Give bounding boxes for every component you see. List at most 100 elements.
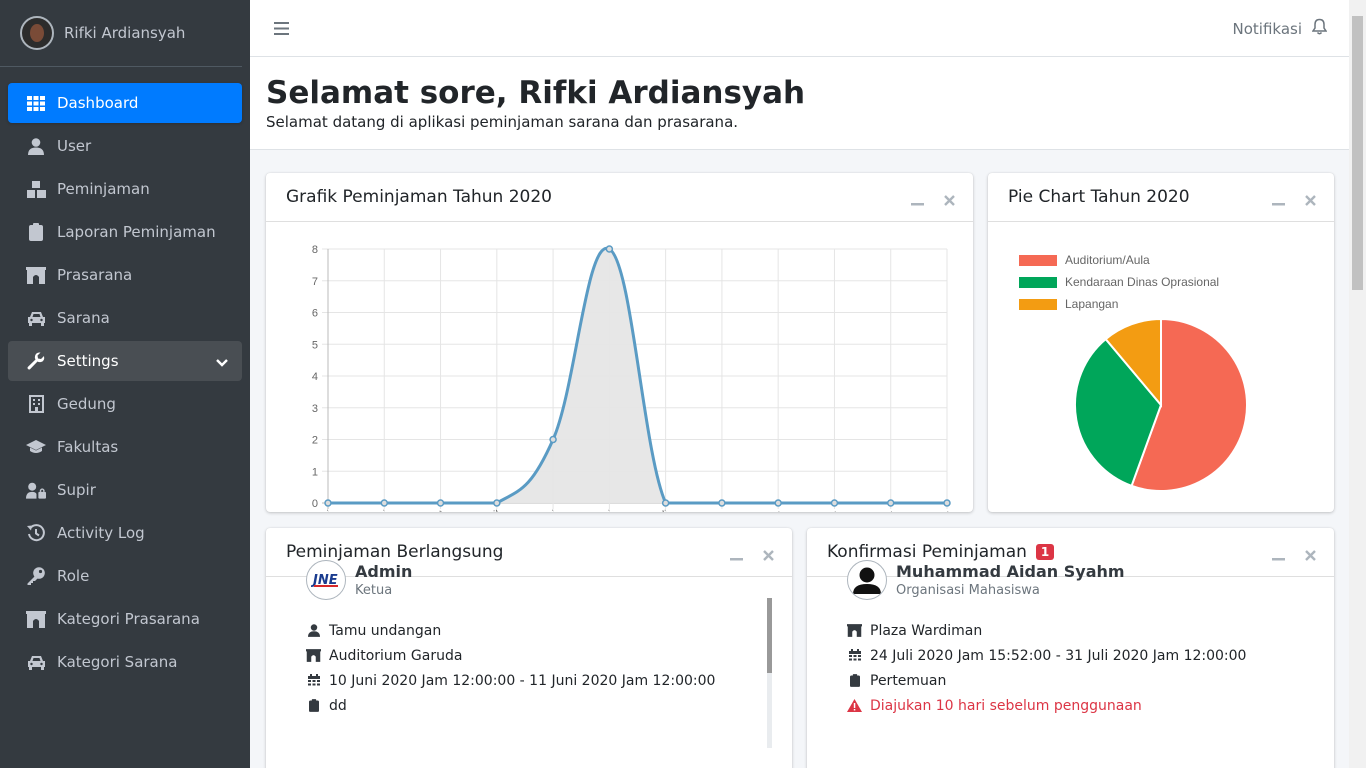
wrench-icon bbox=[26, 351, 46, 371]
sidebar-item-label: Activity Log bbox=[57, 524, 145, 542]
pie-slice bbox=[1104, 317, 1162, 408]
card-header: Konfirmasi Peminjaman 1 bbox=[807, 528, 1334, 577]
y-tick-label: 5 bbox=[312, 339, 318, 351]
collapse-button[interactable] bbox=[1272, 546, 1285, 565]
y-tick-label: 7 bbox=[312, 276, 318, 288]
user-lock-icon bbox=[26, 480, 46, 500]
remove-button[interactable] bbox=[1305, 191, 1316, 210]
card-header: Pie Chart Tahun 2020 bbox=[988, 173, 1334, 222]
loan-confirmation-card: Konfirmasi Peminjaman 1 Muhammad Aidan S… bbox=[807, 528, 1334, 768]
borrower: JNE Admin Ketua bbox=[306, 560, 412, 600]
warning-icon bbox=[847, 699, 862, 712]
series-line bbox=[328, 246, 947, 505]
notification-button[interactable]: Notifikasi bbox=[1233, 18, 1328, 39]
sidebar-item-laporan-peminjaman[interactable]: Laporan Peminjaman bbox=[8, 212, 242, 252]
sidebar-item-user[interactable]: User bbox=[8, 126, 242, 166]
sidebar-item-dashboard[interactable]: Dashboard bbox=[8, 83, 242, 123]
y-tick-label: 1 bbox=[312, 466, 318, 478]
sidebar-item-gedung[interactable]: Gedung bbox=[8, 384, 242, 424]
y-tick-label: 6 bbox=[312, 308, 318, 320]
x-tick-label: November bbox=[843, 508, 895, 512]
data-point bbox=[436, 499, 445, 507]
collapse-button[interactable] bbox=[1272, 191, 1285, 210]
scrollbar-thumb[interactable] bbox=[767, 598, 772, 673]
collapse-button[interactable] bbox=[911, 191, 924, 210]
legend-label: Kendaraan Dinas Oprasional bbox=[1065, 275, 1220, 289]
pie-chart-card: Pie Chart Tahun 2020 Auditorium/Aula Ken… bbox=[988, 173, 1334, 512]
sidebar-item-sarana[interactable]: Sarana bbox=[8, 298, 242, 338]
key-icon bbox=[26, 566, 46, 586]
data-point bbox=[886, 499, 895, 507]
sidebar-item-kategori-sarana[interactable]: Kategori Sarana bbox=[8, 642, 242, 682]
remove-button[interactable] bbox=[944, 191, 955, 210]
card-tools bbox=[1252, 191, 1316, 210]
scrollbar-thumb[interactable] bbox=[1352, 16, 1363, 290]
sidebar-item-label: Prasarana bbox=[57, 266, 133, 284]
x-tick-label: April bbox=[476, 508, 501, 512]
user-icon bbox=[306, 624, 321, 637]
legend-item[interactable]: Auditorium/Aula bbox=[1019, 249, 1219, 271]
x-tick-label: Mei bbox=[537, 508, 557, 512]
remove-button[interactable] bbox=[1305, 546, 1316, 565]
sidebar-item-label: Laporan Peminjaman bbox=[57, 223, 216, 241]
bell-icon bbox=[1311, 18, 1328, 39]
remove-button[interactable] bbox=[763, 546, 774, 565]
sidebar-item-label: Settings bbox=[57, 352, 119, 370]
building-icon bbox=[26, 394, 46, 414]
sidebar-item-peminjaman[interactable]: Peminjaman bbox=[8, 169, 242, 209]
x-tick-label: September bbox=[727, 508, 782, 512]
archway-icon bbox=[26, 609, 46, 629]
sidebar-item-supir[interactable]: Supir bbox=[8, 470, 242, 510]
x-tick-label: Maret bbox=[414, 508, 444, 512]
sidebar-item-label: Fakultas bbox=[57, 438, 119, 456]
legend-item[interactable]: Kendaraan Dinas Oprasional bbox=[1019, 271, 1219, 293]
sidebar-item-fakultas[interactable]: Fakultas bbox=[8, 427, 242, 467]
count-badge: 1 bbox=[1035, 544, 1055, 560]
sidebar-item-role[interactable]: Role bbox=[8, 556, 242, 596]
menu-toggle-icon[interactable] bbox=[274, 20, 289, 39]
user-name: Rifki Ardiansyah bbox=[64, 24, 186, 42]
legend-label: Lapangan bbox=[1065, 297, 1119, 311]
legend-item[interactable]: Lapangan bbox=[1019, 293, 1219, 315]
sidebar-item-activity-log[interactable]: Activity Log bbox=[8, 513, 242, 553]
collapse-button[interactable] bbox=[730, 546, 743, 565]
card-scrollbar[interactable] bbox=[767, 598, 772, 748]
sidebar-item-label: Peminjaman bbox=[57, 180, 150, 198]
detail-text: Pertemuan bbox=[870, 672, 947, 689]
detail-text: Diajukan 10 hari sebelum penggunaan bbox=[870, 697, 1142, 714]
detail-date: 10 Juni 2020 Jam 12:00:00 - 11 Juni 2020… bbox=[306, 668, 715, 693]
sidebar-item-settings[interactable]: Settings bbox=[8, 341, 242, 381]
sidebar-item-label: Sarana bbox=[57, 309, 110, 327]
borrower-info: Admin Ketua bbox=[355, 562, 412, 598]
graduation-cap-icon bbox=[26, 437, 46, 457]
y-tick-label: 8 bbox=[312, 244, 318, 256]
x-tick-label: Juni bbox=[590, 508, 613, 512]
legend-swatch bbox=[1019, 254, 1057, 266]
grid-icon bbox=[26, 93, 46, 113]
page-title: Selamat sore, Rifki Ardiansyah bbox=[266, 75, 806, 111]
ongoing-loans-card: Peminjaman Berlangsung JNE Admin Ketua T… bbox=[266, 528, 792, 768]
boxes-icon bbox=[26, 179, 46, 199]
borrower: Muhammad Aidan Syahm Organisasi Mahasisw… bbox=[847, 560, 1125, 600]
data-point bbox=[943, 499, 951, 507]
line-chart-card: Grafik Peminjaman Tahun 2020 012345678Ja… bbox=[266, 173, 973, 512]
data-point bbox=[549, 435, 557, 444]
detail-text: dd bbox=[329, 697, 347, 714]
sidebar: Rifki Ardiansyah Dashboard User Peminjam… bbox=[0, 0, 250, 768]
card-title: Peminjaman Berlangsung bbox=[286, 542, 504, 562]
user-icon bbox=[26, 136, 46, 156]
data-point bbox=[493, 499, 501, 507]
sidebar-item-prasarana[interactable]: Prasarana bbox=[8, 255, 242, 295]
sidebar-item-label: Role bbox=[57, 567, 90, 585]
sidebar-item-kategori-prasarana[interactable]: Kategori Prasarana bbox=[8, 599, 242, 639]
sidebar-nav: Dashboard User Peminjaman Laporan Peminj… bbox=[0, 67, 250, 682]
user-panel[interactable]: Rifki Ardiansyah bbox=[0, 0, 242, 67]
car-icon bbox=[26, 652, 46, 672]
sidebar-item-label: Supir bbox=[57, 481, 96, 499]
legend-swatch bbox=[1019, 276, 1057, 288]
chevron-down-icon bbox=[216, 353, 228, 371]
sidebar-item-label: Kategori Prasarana bbox=[57, 610, 200, 628]
sidebar-item-label: Kategori Sarana bbox=[57, 653, 178, 671]
page-scrollbar[interactable] bbox=[1349, 0, 1366, 768]
clipboard-icon bbox=[306, 699, 321, 712]
